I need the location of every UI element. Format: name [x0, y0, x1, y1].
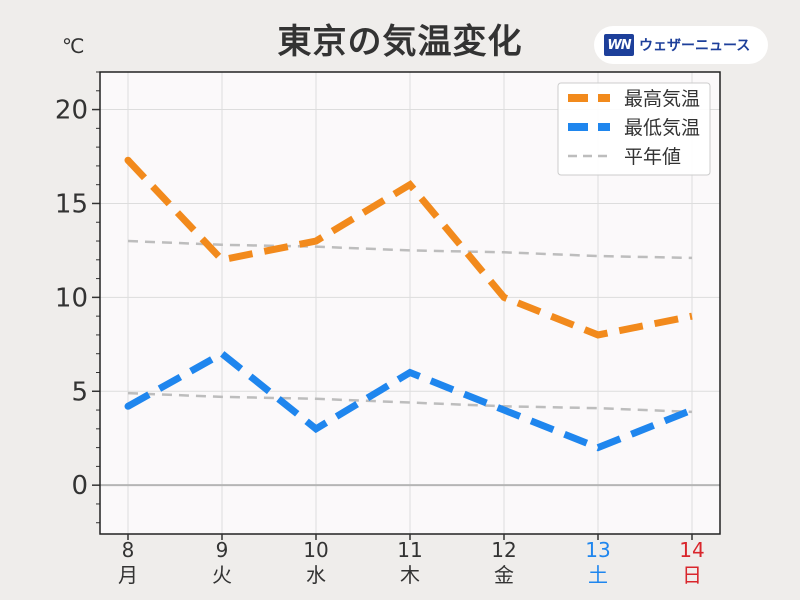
legend-label: 最低気温 [624, 117, 700, 139]
legend-label: 平年値 [624, 146, 681, 168]
x-tick-label-day: 13 [585, 538, 610, 562]
x-tick-label-weekday: 月 [118, 563, 138, 587]
x-tick-label-day: 9 [216, 538, 229, 562]
data-point-low [501, 407, 508, 414]
series-line-high [125, 157, 693, 339]
chart-title: 東京の気温変化 [277, 22, 523, 62]
x-tick-label-weekday: 土 [588, 563, 608, 587]
brand-mark-icon: WN [604, 34, 634, 56]
y-tick-label: 10 [55, 283, 88, 313]
x-tick-label-day: 12 [491, 538, 516, 562]
data-point-high [689, 313, 696, 320]
x-tick-label-day: 10 [303, 538, 328, 562]
y-tick-label: 5 [71, 377, 88, 407]
data-point-high [407, 181, 414, 188]
x-tick-label-weekday: 日 [682, 563, 702, 587]
x-tick-label-weekday: 金 [494, 563, 514, 587]
brand-logo: WN ウェザーニュース [594, 26, 768, 64]
data-point-high [595, 331, 602, 338]
brand-name: ウェザーニュース [639, 38, 751, 54]
data-point-high [219, 256, 226, 263]
series-line-normal [127, 239, 693, 260]
data-point-low [219, 350, 226, 357]
y-tick-label: 20 [55, 96, 88, 126]
x-tick-label-weekday: 火 [212, 563, 232, 587]
y-tick-label: 15 [55, 189, 88, 219]
series-line-normal [127, 391, 693, 414]
series-line-low [126, 349, 694, 452]
data-point-high [313, 238, 320, 245]
legend-box [557, 82, 711, 176]
x-tick-label-weekday: 水 [306, 563, 326, 587]
x-tick-label-day: 8 [122, 538, 135, 562]
data-point-high [501, 294, 508, 301]
y-axis-unit: ℃ [62, 34, 85, 58]
data-point-low [407, 369, 414, 376]
data-point-low [124, 402, 132, 410]
y-tick-label: 0 [71, 471, 88, 501]
legend-label: 最高気温 [624, 88, 700, 110]
x-tick-label-day: 14 [679, 538, 704, 562]
data-point-low [595, 444, 602, 451]
data-point-low [689, 407, 696, 414]
x-tick-label-day: 11 [397, 538, 422, 562]
x-tick-label-weekday: 木 [400, 563, 420, 587]
data-point-low [313, 425, 320, 432]
data-point-high [124, 156, 132, 164]
